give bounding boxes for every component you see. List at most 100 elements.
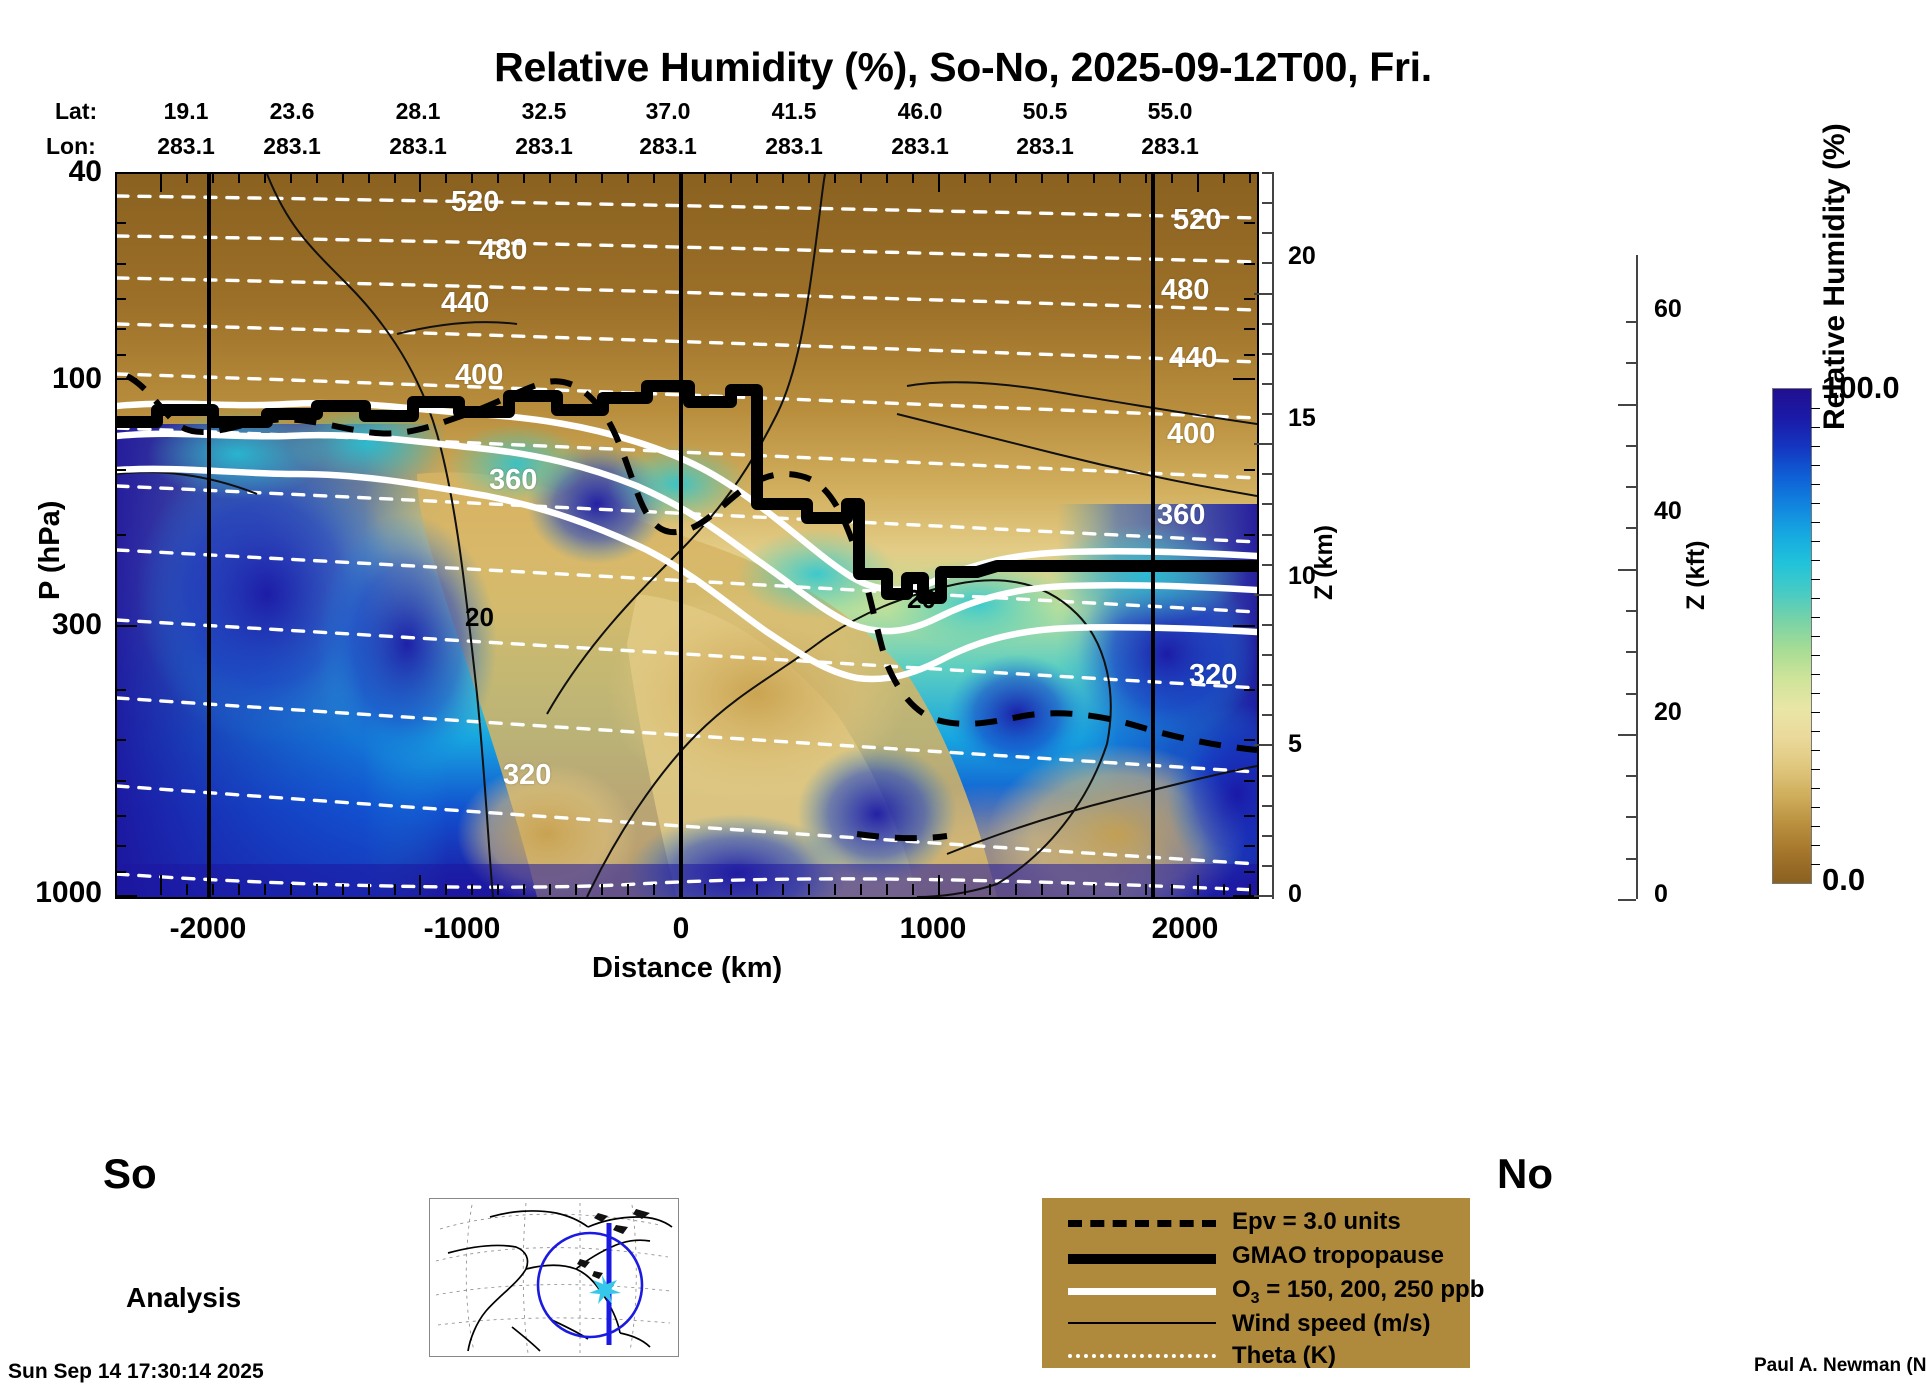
theta-contour-label: 440 — [441, 287, 490, 319]
axis-tick — [937, 875, 940, 895]
wind-contour-label: 20 — [907, 584, 936, 614]
theta-contour-label: 320 — [1189, 659, 1238, 691]
axis-tick — [1244, 739, 1255, 742]
lat-value: 37.0 — [645, 98, 691, 124]
z-km-tick — [1262, 382, 1272, 385]
legend-label: GMAO tropopause — [1232, 1242, 1445, 1269]
axis-tick — [289, 884, 292, 895]
y-axis-tick-label: 40 — [68, 155, 102, 188]
lat-row-label: Lat: — [55, 98, 98, 124]
axis-tick — [833, 884, 836, 895]
axis-tick — [885, 884, 888, 895]
axis-tick — [1144, 172, 1147, 183]
colorbar-min-label: 0.0 — [1822, 862, 1866, 897]
z-km-tick — [1262, 352, 1272, 355]
axis-tick — [652, 172, 655, 183]
z-km-tick — [1262, 413, 1272, 415]
axis-tick — [963, 172, 966, 183]
axis-tick — [367, 172, 370, 183]
axis-tick — [238, 884, 241, 895]
theta-contour-label: 480 — [1161, 274, 1210, 306]
theta-contour-label: 360 — [1157, 499, 1206, 531]
z-kft-tick-label: 0 — [1654, 880, 1668, 908]
z-km-tick — [1254, 292, 1272, 295]
z-kft-axis — [1636, 255, 1638, 899]
axis-tick — [859, 172, 862, 183]
axis-tick — [238, 172, 241, 183]
z-km-tick — [1262, 623, 1272, 626]
axis-tick — [115, 468, 126, 471]
axis-tick — [808, 172, 811, 183]
axis-tick — [1244, 780, 1255, 783]
axis-tick — [115, 377, 137, 380]
axis-tick — [315, 884, 318, 895]
axis-tick — [1067, 172, 1070, 183]
axis-tick — [115, 533, 126, 536]
axis-tick — [1244, 297, 1255, 300]
axis-tick — [263, 884, 266, 895]
axis-tick — [115, 222, 126, 225]
colorbar-tick — [1811, 712, 1820, 713]
z-km-tick — [1254, 443, 1272, 446]
axis-tick — [1244, 263, 1255, 266]
lat-value: 32.5 — [521, 98, 567, 124]
theta-contour-label: 320 — [503, 759, 552, 791]
south-endpoint-label: So — [103, 1150, 157, 1197]
z-km-tick — [1262, 473, 1272, 476]
page-title: Relative Humidity (%), So-No, 2025-09-12… — [494, 44, 1432, 90]
lat-value: 50.5 — [1022, 98, 1068, 124]
axis-tick — [989, 172, 992, 183]
z-km-tick-label: 10 — [1288, 562, 1316, 590]
axis-tick — [1244, 871, 1255, 874]
colorbar[interactable] — [1772, 388, 1820, 884]
axis-tick — [1244, 468, 1255, 471]
axis-tick — [626, 172, 629, 183]
lon-row-label: Lon: — [46, 133, 96, 159]
axis-tick — [115, 172, 137, 174]
axis-tick — [730, 172, 733, 183]
axis-tick — [678, 172, 681, 192]
axis-tick — [548, 172, 551, 183]
axis-tick — [393, 172, 396, 183]
colorbar-max-label: 100.0 — [1822, 370, 1900, 405]
colorbar-tick — [1811, 636, 1820, 637]
axis-tick — [1015, 172, 1018, 183]
axis-tick — [782, 884, 785, 895]
axis-tick — [1248, 172, 1251, 183]
colorbar-tick — [1811, 750, 1820, 751]
cross-section-plot[interactable]: 520 480 440 400 360 320 520 480 440 400 … — [115, 172, 1259, 899]
z-kft-tick — [1626, 321, 1636, 324]
colorbar-tick — [1811, 788, 1820, 789]
colorbar-tick — [1811, 560, 1820, 561]
z-km-tick — [1254, 895, 1272, 897]
axis-tick — [1015, 884, 1018, 895]
axis-tick — [341, 884, 344, 895]
thick-white-line-icon — [1068, 1288, 1216, 1295]
analysis-label: Analysis — [126, 1282, 242, 1313]
theta-contour-label: 520 — [451, 186, 500, 218]
legend-label: Theta (K) — [1232, 1342, 1336, 1369]
author-credit: Paul A. Newman (NASA — [1754, 1355, 1926, 1376]
axis-tick — [1170, 884, 1173, 895]
lat-value: 28.1 — [395, 98, 441, 124]
axis-tick — [160, 875, 163, 895]
z-km-tick — [1262, 232, 1272, 235]
z-kft-tick — [1618, 733, 1636, 736]
axis-tick — [678, 875, 681, 895]
axis-tick — [471, 884, 474, 895]
axis-tick — [833, 172, 836, 183]
axis-tick — [160, 172, 163, 192]
axis-tick — [445, 884, 448, 895]
z-kft-tick — [1618, 899, 1636, 901]
locator-map[interactable] — [429, 1198, 679, 1357]
z-km-tick — [1262, 322, 1272, 325]
colorbar-tick — [1811, 845, 1820, 846]
axis-tick — [782, 172, 785, 183]
z-km-tick-label: 5 — [1288, 730, 1302, 758]
z-km-axis-title: Z (km) — [1310, 525, 1338, 600]
north-endpoint-label: No — [1497, 1150, 1553, 1197]
colorbar-tick — [1811, 826, 1820, 827]
z-km-tick — [1262, 834, 1272, 837]
axis-tick — [937, 172, 940, 192]
axis-tick — [1244, 844, 1255, 847]
